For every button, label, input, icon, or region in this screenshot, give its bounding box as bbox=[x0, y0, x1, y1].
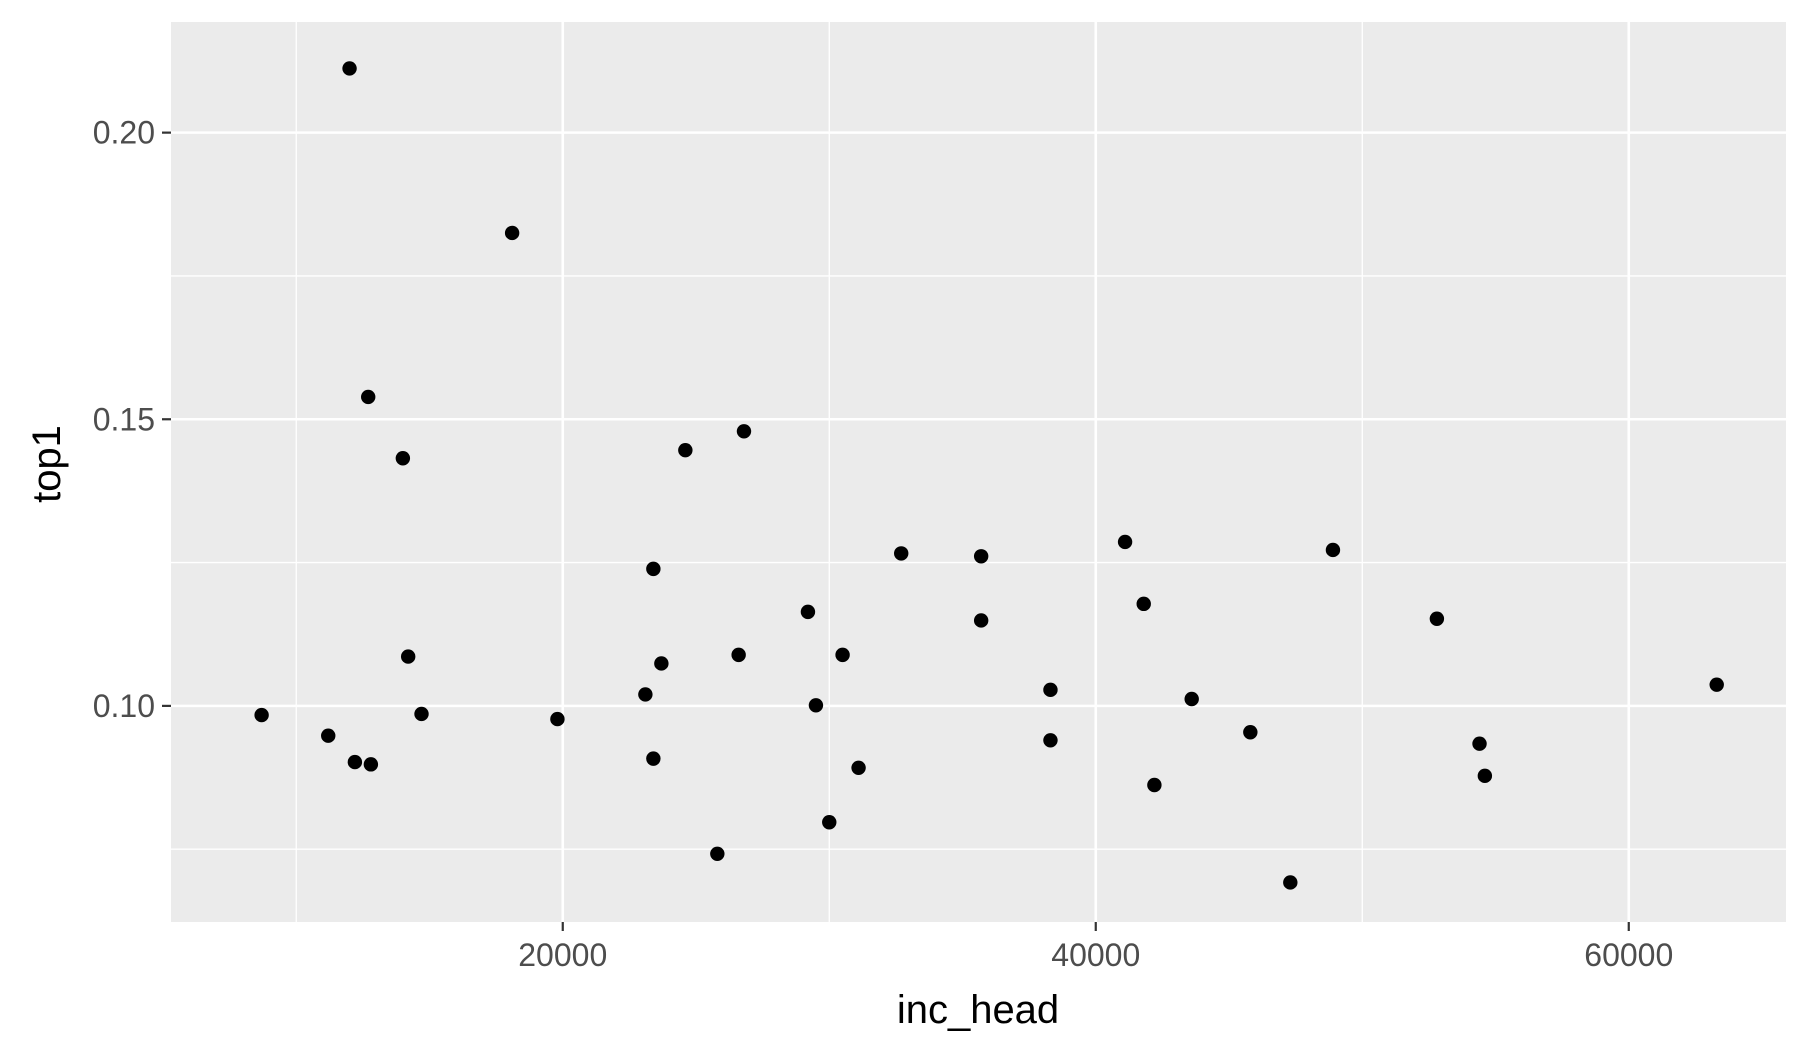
data-point bbox=[851, 760, 866, 775]
x-tick-label: 60000 bbox=[1584, 937, 1673, 973]
data-point bbox=[254, 707, 269, 723]
data-point bbox=[822, 815, 837, 830]
x-tick-label: 20000 bbox=[518, 937, 607, 973]
data-point bbox=[342, 61, 357, 76]
x-axis-title: inc_head bbox=[897, 988, 1059, 1032]
data-point bbox=[414, 706, 429, 722]
data-point bbox=[504, 225, 520, 241]
data-point bbox=[731, 647, 746, 663]
data-point bbox=[894, 546, 909, 561]
data-point bbox=[973, 549, 989, 564]
data-point bbox=[835, 647, 850, 663]
data-point bbox=[1472, 736, 1487, 751]
y-tick-label: 0.15 bbox=[93, 401, 155, 437]
y-axis-ticks: 0.10 0.15 0.20 bbox=[93, 115, 171, 724]
data-point bbox=[550, 711, 565, 727]
data-point bbox=[1136, 596, 1151, 612]
data-point bbox=[1117, 534, 1133, 550]
x-tick-label: 40000 bbox=[1051, 937, 1140, 973]
data-point bbox=[1477, 768, 1493, 784]
major-gridlines bbox=[171, 22, 1786, 922]
y-axis-title: top1 bbox=[25, 425, 69, 503]
plot-panel bbox=[171, 22, 1786, 922]
data-point bbox=[347, 754, 363, 770]
data-point bbox=[654, 656, 669, 671]
data-point bbox=[395, 451, 411, 466]
data-point bbox=[646, 561, 661, 577]
data-point bbox=[400, 649, 416, 664]
data-point bbox=[1325, 542, 1341, 558]
data-point bbox=[646, 751, 661, 766]
data-point bbox=[808, 698, 824, 713]
data-point bbox=[1429, 611, 1445, 626]
y-tick-label: 0.20 bbox=[93, 115, 155, 151]
data-point bbox=[736, 424, 752, 439]
data-point bbox=[1184, 691, 1199, 707]
x-axis-ticks: 20000 40000 60000 bbox=[518, 922, 1673, 973]
data-point bbox=[1243, 725, 1258, 740]
data-point bbox=[1043, 733, 1058, 748]
data-point bbox=[361, 389, 376, 405]
data-point bbox=[638, 687, 653, 702]
data-point bbox=[678, 443, 693, 458]
data-point bbox=[1709, 677, 1724, 692]
data-point bbox=[973, 613, 989, 628]
data-points bbox=[254, 61, 1724, 890]
data-point bbox=[800, 604, 816, 620]
data-point bbox=[363, 757, 379, 772]
data-point bbox=[1043, 682, 1058, 698]
data-point bbox=[1283, 875, 1298, 890]
y-tick-label: 0.10 bbox=[93, 688, 155, 724]
data-point bbox=[710, 846, 725, 861]
data-point bbox=[1147, 777, 1162, 793]
data-point bbox=[321, 728, 336, 743]
